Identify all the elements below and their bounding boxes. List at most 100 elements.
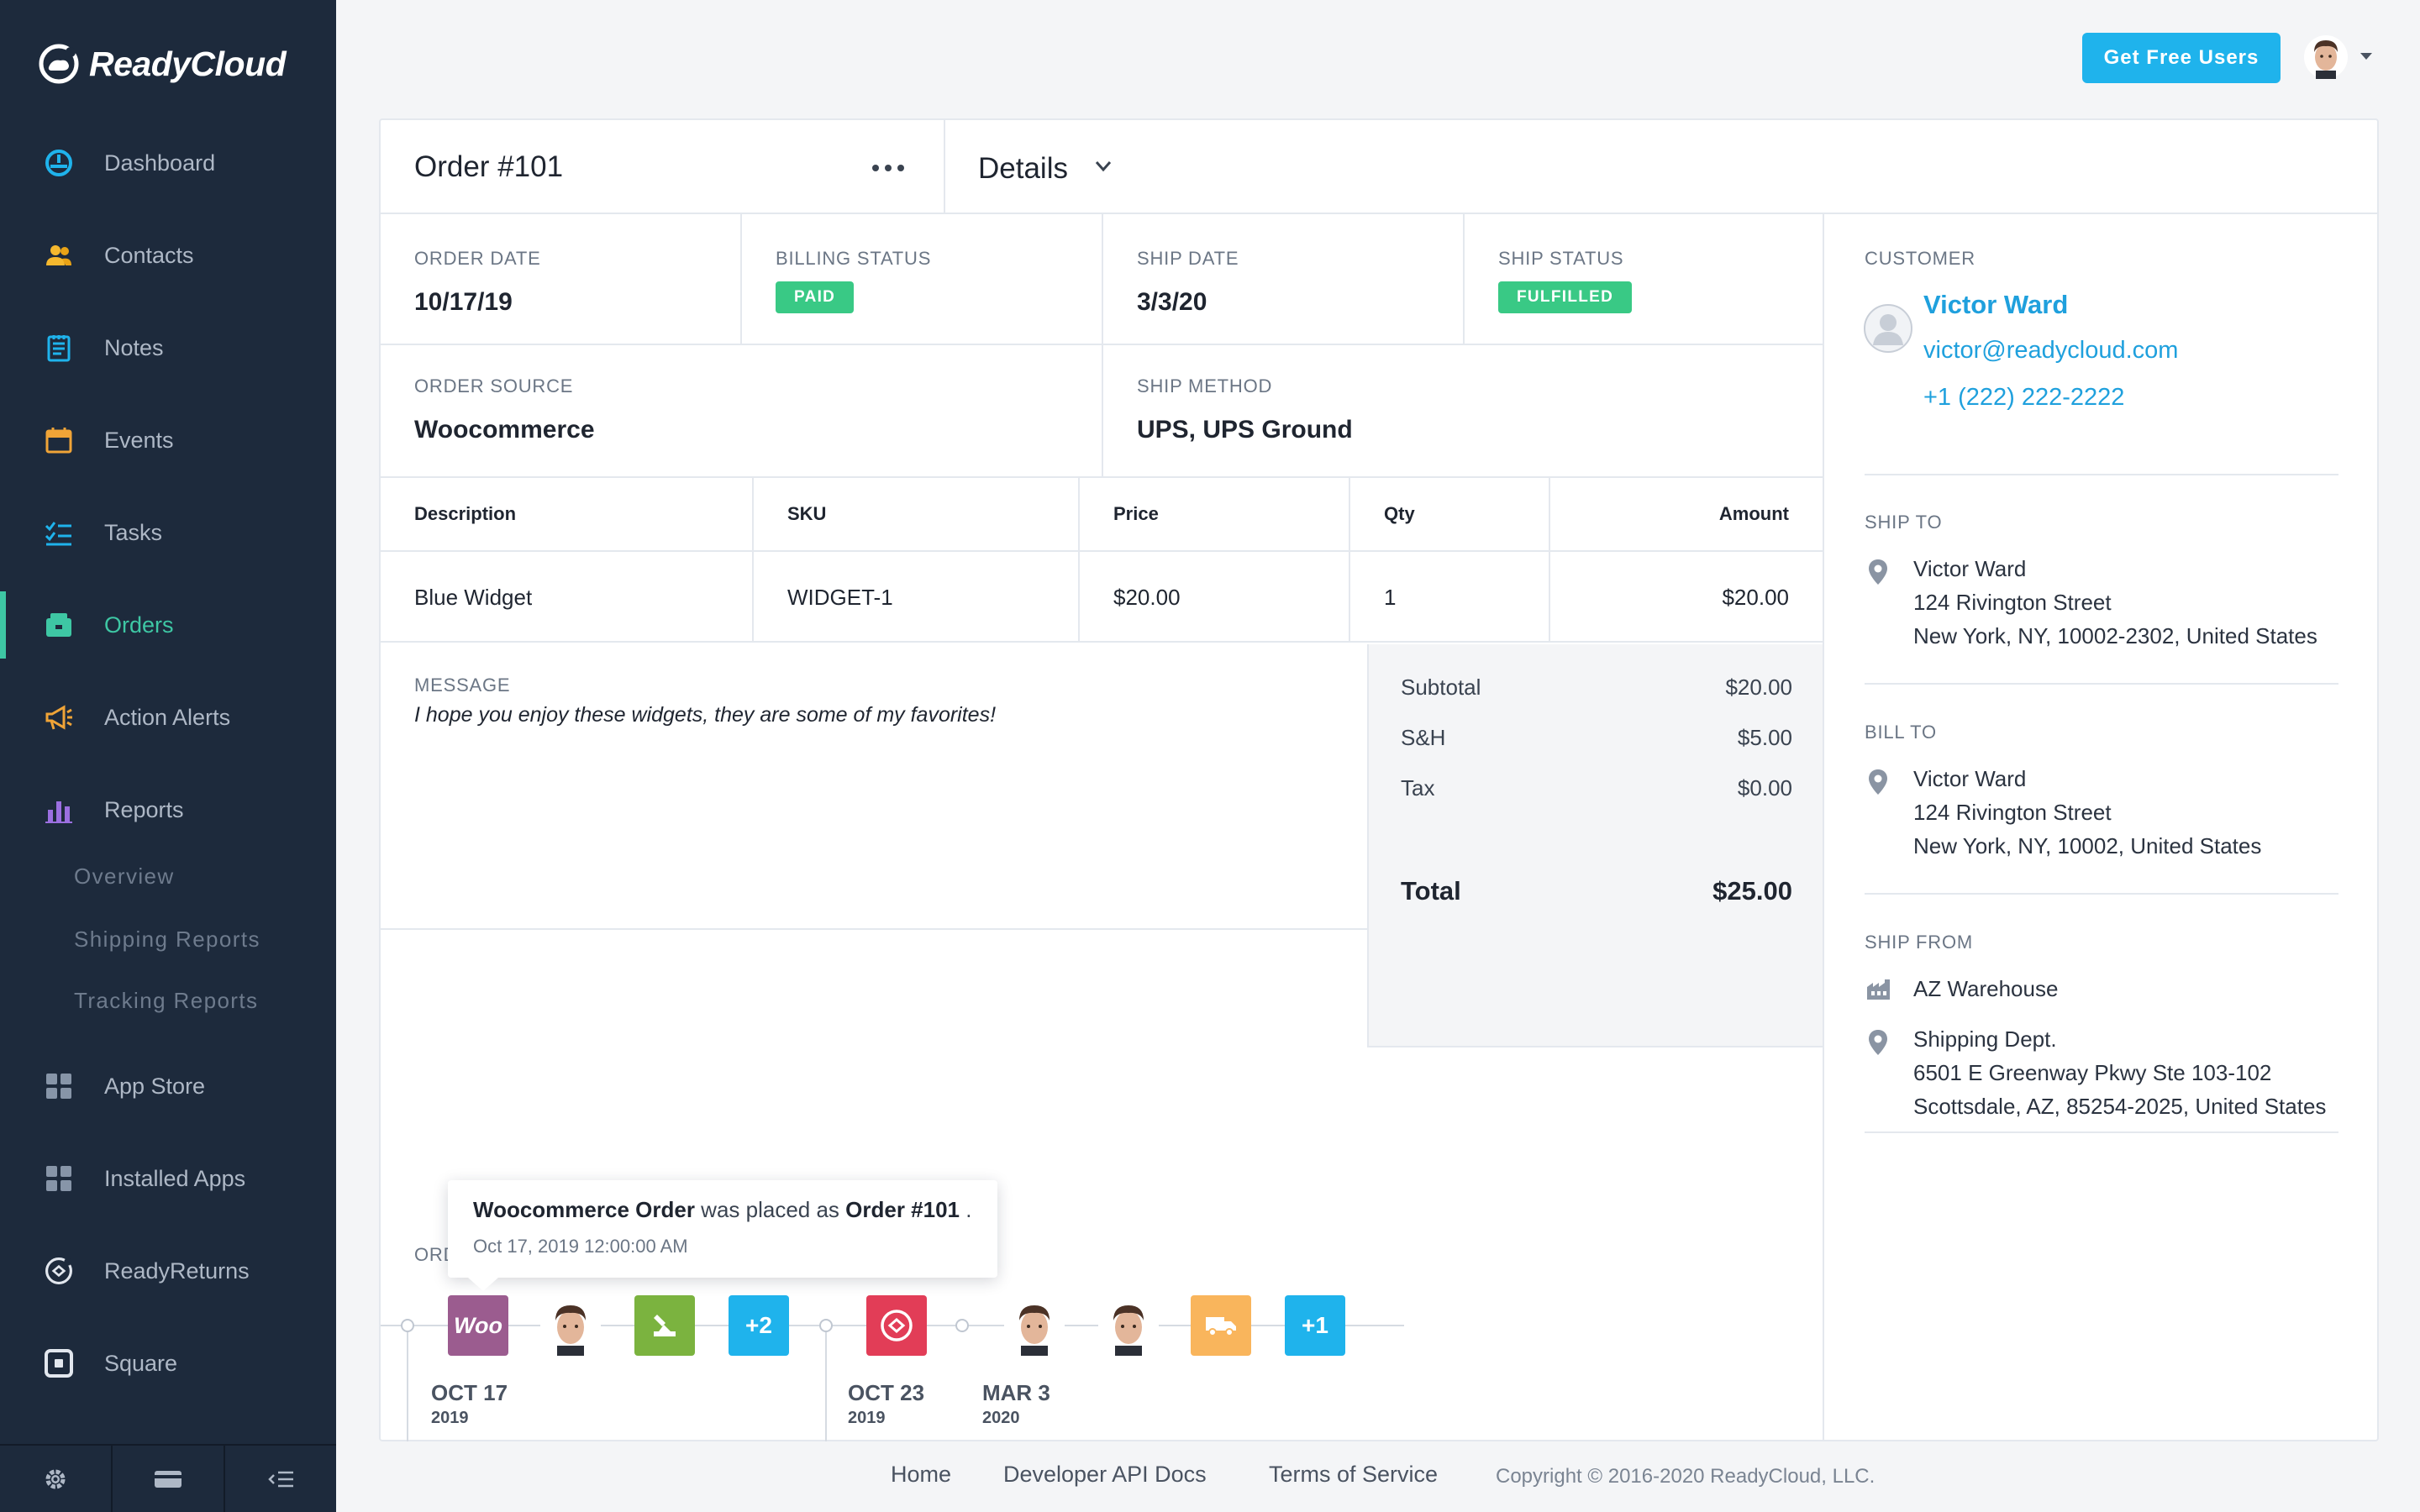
notes-icon — [44, 333, 74, 363]
table-header-price: Price — [1080, 478, 1350, 552]
subtotal-row: Subtotal $20.00 — [1401, 675, 1792, 700]
sidebar-item-installed-apps[interactable]: Installed Apps — [0, 1145, 336, 1212]
sidebar-item-notes[interactable]: Notes — [0, 314, 336, 381]
collapse-menu-icon — [268, 1471, 293, 1487]
copyright-text: Copyright © 2016-2020 ReadyCloud, LLC. — [1496, 1465, 1876, 1488]
order-header: Order #101 Details — [381, 120, 2377, 214]
readyreturns-event-icon[interactable] — [866, 1295, 927, 1356]
chevron-down-icon[interactable] — [2360, 52, 2373, 60]
sh-row: S&H $5.00 — [1401, 725, 1792, 750]
order-source-value: Woocommerce — [414, 416, 595, 444]
table-header-sku: SKU — [754, 478, 1080, 552]
table-cell-amount: $20.00 — [1722, 584, 1789, 610]
customer-label: CUSTOMER — [1865, 248, 1975, 269]
chevron-down-icon[interactable] — [1095, 160, 1112, 172]
readycloud-logo-icon — [39, 44, 79, 84]
message-text: I hope you enjoy these widgets, they are… — [414, 703, 997, 727]
sidebar-item-readyreturns[interactable]: ReadyReturns — [0, 1237, 336, 1305]
table-cell-qty: 1 — [1350, 552, 1550, 643]
sidebar-item-contacts[interactable]: Contacts — [0, 222, 336, 289]
divider — [1865, 893, 2338, 895]
sidebar-item-reports[interactable]: Reports — [0, 776, 336, 843]
contacts-icon — [44, 240, 74, 270]
ship-to-label: SHIP TO — [1865, 512, 1943, 533]
customer-name-link[interactable]: Victor Ward — [1923, 290, 2069, 319]
sidebar-item-label: Installed Apps — [104, 1165, 246, 1191]
timeline-year: 2019 — [848, 1409, 886, 1427]
sidebar-item-app-store[interactable]: App Store — [0, 1053, 336, 1120]
megaphone-icon — [44, 702, 74, 732]
table-header-description: Description — [381, 478, 754, 552]
ship-date-value: 3/3/20 — [1137, 288, 1207, 316]
footer-link-api-docs[interactable]: Developer API Docs — [1003, 1462, 1207, 1487]
ship-method-label: SHIP METHOD — [1137, 375, 1273, 396]
sidebar-item-tasks[interactable]: Tasks — [0, 499, 336, 566]
brand-name: ReadyCloud — [89, 44, 287, 83]
bill-to-address: Victor Ward 124 Rivington Street New York,… — [1913, 766, 2262, 858]
sidebar-item-label: Dashboard — [104, 150, 216, 176]
sidebar-item-label: Tasks — [104, 519, 163, 545]
divider — [1865, 683, 2338, 685]
collapse-sidebar-button[interactable] — [225, 1446, 336, 1512]
sidebar-item-dashboard[interactable]: Dashboard — [0, 129, 336, 197]
user-avatar[interactable] — [1004, 1295, 1065, 1356]
user-avatar[interactable] — [2304, 35, 2348, 79]
sidebar: ReadyCloud Dashboard Contacts Notes Even… — [0, 0, 336, 1512]
customer-email-link[interactable]: victor@readycloud.com — [1923, 337, 2179, 364]
sidebar-subitem-overview[interactable]: Overview — [74, 864, 175, 889]
main-column-divider — [1823, 214, 1824, 1441]
line-items-table: Description SKU Price Qty Amount Blue Wi… — [381, 476, 1823, 643]
sidebar-item-events[interactable]: Events — [0, 407, 336, 474]
order-source-label: ORDER SOURCE — [414, 375, 574, 396]
more-events-badge[interactable]: +1 — [1285, 1295, 1345, 1356]
tooltip-timestamp: Oct 17, 2019 12:00:00 AM — [473, 1236, 688, 1257]
credit-card-icon — [155, 1470, 182, 1488]
sidebar-item-label: Square — [104, 1350, 178, 1376]
sidebar-item-label: Orders — [104, 612, 174, 638]
location-pin-icon — [1869, 769, 1887, 795]
print-label-event-icon[interactable] — [634, 1295, 695, 1356]
shipment-event-icon[interactable] — [1191, 1295, 1251, 1356]
details-dropdown[interactable]: Details — [978, 152, 1068, 185]
table-header-amount: Amount — [1550, 478, 1823, 552]
user-avatar[interactable] — [540, 1295, 601, 1356]
sidebar-footer — [0, 1444, 336, 1512]
more-options-icon[interactable] — [871, 164, 905, 172]
timeline-connector — [825, 1332, 827, 1441]
table-header-qty: Qty — [1350, 478, 1550, 552]
sidebar-item-label: Action Alerts — [104, 704, 231, 730]
footer-link-home[interactable]: Home — [891, 1462, 952, 1487]
timeline-year: 2020 — [982, 1409, 1020, 1427]
returns-icon — [881, 1310, 913, 1341]
sidebar-item-action-alerts[interactable]: Action Alerts — [0, 684, 336, 751]
timeline-node — [819, 1319, 833, 1332]
more-events-badge[interactable]: +2 — [729, 1295, 789, 1356]
user-avatar[interactable] — [1098, 1295, 1159, 1356]
sidebar-item-label: Reports — [104, 796, 184, 822]
order-source-cell: ORDER SOURCE Woocommerce — [381, 345, 1103, 476]
customer-phone-link[interactable]: +1 (222) 222-2222 — [1923, 384, 2125, 411]
footer-link-terms[interactable]: Terms of Service — [1269, 1462, 1439, 1487]
truck-icon — [1206, 1317, 1236, 1336]
woocommerce-event-icon[interactable]: Woo — [448, 1295, 508, 1356]
get-free-users-button[interactable]: Get Free Users — [2082, 33, 2281, 83]
brand[interactable]: ReadyCloud — [37, 39, 287, 89]
location-pin-icon — [1869, 1030, 1887, 1055]
totals-panel: Subtotal $20.00 S&H $5.00 Tax $0.00 Total $2… — [1367, 644, 1823, 1047]
sidebar-item-orders[interactable]: Orders — [0, 591, 336, 659]
orders-icon — [44, 610, 74, 640]
sidebar-subitem-shipping-reports[interactable]: Shipping Reports — [74, 927, 260, 952]
billing-button[interactable] — [113, 1446, 225, 1512]
order-date-cell: ORDER DATE 10/17/19 — [381, 214, 742, 345]
settings-button[interactable] — [0, 1446, 113, 1512]
ship-from-warehouse: AZ Warehouse — [1913, 976, 2059, 1001]
ship-method-value: UPS, UPS Ground — [1137, 416, 1353, 444]
sidebar-subitem-tracking-reports[interactable]: Tracking Reports — [74, 988, 259, 1013]
table-cell-price: $20.00 — [1080, 552, 1350, 643]
table-cell-sku: WIDGET-1 — [754, 552, 1080, 643]
header-divider — [944, 120, 945, 214]
divider — [1865, 474, 2338, 475]
ship-date-label: SHIP DATE — [1137, 248, 1239, 269]
status-badge: FULFILLED — [1498, 281, 1633, 313]
sidebar-item-square[interactable]: Square — [0, 1330, 336, 1397]
